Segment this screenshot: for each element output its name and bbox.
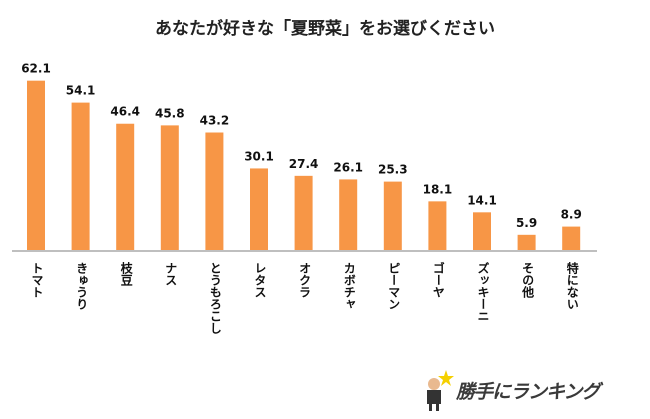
category-label: 特にない: [565, 262, 580, 310]
chart-title: あなたが好きな「夏野菜」をお選びください: [155, 19, 495, 39]
data-label: 62.1: [21, 62, 51, 76]
category-label: カボチャ: [342, 262, 357, 310]
data-label: 30.1: [244, 149, 274, 163]
mascot-icon: [427, 370, 454, 411]
bar: [294, 175, 313, 251]
bar: [339, 179, 358, 251]
data-label: 18.1: [423, 182, 453, 196]
data-label: 54.1: [66, 84, 96, 98]
category-label: ズッキーニ: [476, 262, 490, 322]
category-label: トマト: [30, 262, 44, 298]
data-label: 14.1: [467, 193, 497, 207]
category-label: きゅうり: [74, 262, 89, 310]
data-label: 46.4: [110, 105, 140, 119]
category-label: とうもろこし: [208, 262, 223, 334]
bar: [473, 212, 491, 251]
bar: [250, 168, 268, 251]
category-label: その他: [520, 262, 535, 298]
bar: [160, 125, 179, 251]
category-label: ナス: [163, 262, 178, 286]
bar: [562, 226, 581, 251]
bar: [71, 102, 90, 252]
logo-text: 勝手にランキング: [456, 380, 600, 403]
bar: [27, 80, 45, 251]
category-label: ゴーヤ: [431, 262, 446, 298]
bar: [205, 132, 224, 251]
bar: [383, 181, 402, 251]
bar: [517, 234, 536, 251]
data-label: 27.4: [289, 157, 319, 171]
category-label: 枝豆: [119, 262, 134, 286]
data-label: 43.2: [200, 114, 230, 128]
data-label: 25.3: [378, 163, 408, 177]
bar: [428, 201, 447, 251]
bar: [116, 123, 135, 251]
ranking-logo: 勝手にランキング: [420, 368, 600, 412]
category-label: ピーマン: [386, 262, 401, 310]
data-label: 26.1: [333, 160, 363, 174]
category-label: オクラ: [297, 262, 312, 298]
data-label: 8.9: [561, 208, 582, 222]
category-label: レタス: [253, 262, 267, 298]
data-label: 5.9: [516, 216, 537, 230]
data-label: 45.8: [155, 106, 185, 120]
